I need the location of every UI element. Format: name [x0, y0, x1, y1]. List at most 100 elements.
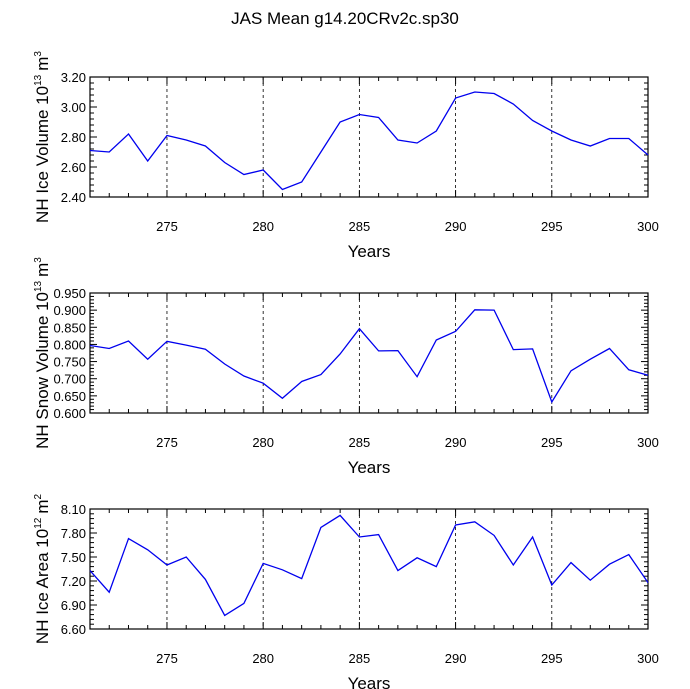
y-tick-label: 0.800 [53, 337, 86, 352]
data-point [300, 577, 302, 579]
y-tick-label: 0.750 [53, 355, 86, 370]
data-point [608, 137, 610, 139]
x-tick-label: 300 [637, 219, 659, 234]
data-point [435, 565, 437, 567]
data-point [454, 97, 456, 99]
x-tick-label: 300 [637, 651, 659, 666]
data-point [512, 103, 514, 105]
y-tick-label: 6.60 [61, 622, 86, 637]
x-axis-label: Years [348, 458, 391, 477]
data-point [339, 121, 341, 123]
data-point [166, 134, 168, 136]
y-axis-label-unit-exponent: 3 [33, 51, 44, 57]
y-axis-label-text: NH Ice Area 10 [33, 529, 52, 644]
data-point [89, 569, 91, 571]
data-point [243, 602, 245, 604]
data-point [127, 133, 129, 135]
data-point [108, 347, 110, 349]
data-point [589, 145, 591, 147]
data-point [647, 374, 649, 376]
data-point [608, 563, 610, 565]
y-tick-label: 0.700 [53, 372, 86, 387]
x-tick-label: 290 [445, 651, 467, 666]
data-point [281, 569, 283, 571]
data-point [204, 578, 206, 580]
x-tick-label: 295 [541, 219, 563, 234]
x-tick-label: 300 [637, 435, 659, 450]
data-point [531, 119, 533, 121]
y-axis-label-unit: m [33, 263, 52, 277]
data-point [589, 579, 591, 581]
panel-2: 275 280 285 290 295 300 0.600 0.650 0.700 0.750 0.… [33, 257, 659, 477]
x-tick-label: 275 [156, 219, 178, 234]
x-tick-label: 295 [541, 651, 563, 666]
y-axis-label-text: NH Ice Volume 10 [33, 86, 52, 223]
x-axis-label: Years [348, 674, 391, 689]
x-tick-label: 275 [156, 651, 178, 666]
x-tick-label: 280 [252, 219, 274, 234]
y-axis-label-text: NH Snow Volume 10 [33, 292, 52, 449]
data-point [551, 584, 553, 586]
y-tick-label: 2.80 [61, 130, 86, 145]
y-axis-label: NH Ice Volume 1013 m3 [33, 51, 52, 223]
data-point [608, 347, 610, 349]
data-point [512, 564, 514, 566]
data-point [185, 556, 187, 558]
data-point [320, 373, 322, 375]
y-axis-label-exponent: 13 [33, 280, 44, 292]
x-tick-label: 290 [445, 435, 467, 450]
data-point [512, 348, 514, 350]
series-line [89, 514, 649, 617]
y-tick-label: 7.20 [61, 574, 86, 589]
data-point [243, 173, 245, 175]
data-point [551, 130, 553, 132]
y-tick-label: 8.10 [61, 502, 86, 517]
panel-3: 275 280 285 290 295 300 6.60 6.90 7.20 7.50 7.80 8.… [33, 493, 659, 689]
data-point [147, 160, 149, 162]
y-tick-label: 3.00 [61, 100, 86, 115]
y-tick-label: 0.650 [53, 389, 86, 404]
data-point [358, 327, 360, 329]
data-point [377, 116, 379, 118]
x-axis-label: Years [348, 242, 391, 261]
y-tick-label: 2.60 [61, 160, 86, 175]
data-point [147, 549, 149, 551]
y-axis-label-unit: m [33, 57, 52, 71]
y-tick-label: 7.80 [61, 526, 86, 541]
data-point [358, 536, 360, 538]
data-point [474, 309, 476, 311]
data-point [397, 139, 399, 141]
data-point [89, 344, 91, 346]
data-point [531, 348, 533, 350]
data-point [570, 370, 572, 372]
y-tick-label: 3.20 [61, 70, 86, 85]
data-point [262, 382, 264, 384]
y-tick-label: 0.850 [53, 320, 86, 335]
data-point [223, 614, 225, 616]
y-axis-label-exponent: 12 [33, 517, 44, 529]
data-point [108, 151, 110, 153]
plot-frame [89, 292, 649, 414]
data-point [628, 369, 630, 371]
x-tick-label: 285 [349, 651, 371, 666]
x-tick-label: 290 [445, 219, 467, 234]
data-point [570, 561, 572, 563]
data-point [435, 339, 437, 341]
data-point [223, 363, 225, 365]
data-point [493, 92, 495, 94]
data-point [185, 344, 187, 346]
data-point [358, 113, 360, 115]
y-tick-label: 6.90 [61, 598, 86, 613]
data-point [300, 181, 302, 183]
x-tick-label: 280 [252, 435, 274, 450]
data-point [281, 397, 283, 399]
data-point [89, 149, 91, 151]
data-point [281, 188, 283, 190]
x-tick-label: 295 [541, 435, 563, 450]
plot-frame [89, 508, 649, 630]
data-point [647, 154, 649, 156]
chart-title: JAS Mean g14.20CRv2c.sp30 [231, 9, 459, 28]
data-point [339, 353, 341, 355]
y-tick-label: 0.600 [53, 406, 86, 421]
data-point [454, 524, 456, 526]
